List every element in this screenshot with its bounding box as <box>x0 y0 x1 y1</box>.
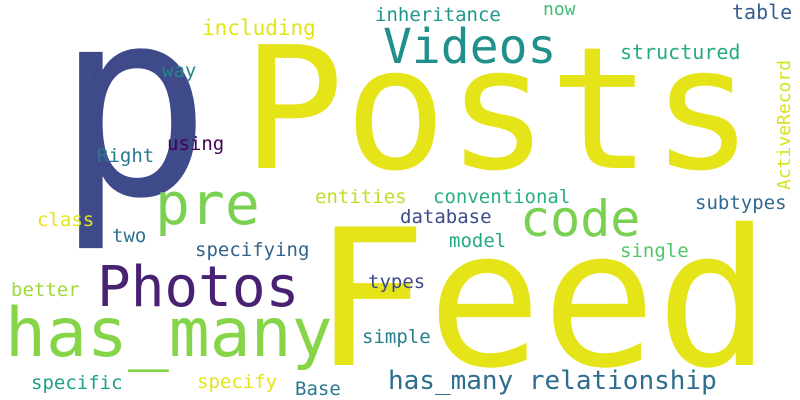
word-activerecord: ActiveRecord <box>774 59 795 190</box>
word-using: using <box>167 133 225 155</box>
word-photos: Photos <box>97 255 300 320</box>
word-now: now <box>543 0 576 20</box>
word-better: better <box>11 279 80 301</box>
word-single: single <box>620 240 689 262</box>
word-conventional: conventional <box>433 186 571 208</box>
word-lt: lt <box>85 70 108 92</box>
word-right: Right <box>97 145 155 167</box>
word-model: model <box>449 230 507 252</box>
word-types: types <box>368 271 426 293</box>
word-class: class <box>37 209 95 231</box>
word-specific: specific <box>31 372 123 394</box>
word-subtypes: subtypes <box>695 192 787 214</box>
word-posts: Posts <box>242 11 754 209</box>
word-p: p <box>55 0 212 256</box>
word-simple: simple <box>362 326 431 348</box>
word-two: two <box>112 225 147 247</box>
word-feed: Feed <box>313 189 771 400</box>
word-base: Base <box>295 378 341 400</box>
word-code: code <box>520 190 641 248</box>
word-pre: pre <box>155 170 260 238</box>
word-structured: structured <box>620 40 741 64</box>
word-has-many: has_many <box>5 294 333 373</box>
word-specify: specify <box>197 371 278 393</box>
word-way: way <box>162 60 197 82</box>
word-entities: entities <box>315 186 407 208</box>
word-inheritance: inheritance <box>375 4 501 26</box>
word-has-many-relationship: has_many relationship <box>388 366 717 396</box>
word-videos: Videos <box>383 19 557 75</box>
word-table: table <box>732 0 793 24</box>
word-specifying: specifying <box>195 239 310 261</box>
word-including: including <box>202 16 316 40</box>
word-database: database <box>400 206 492 228</box>
